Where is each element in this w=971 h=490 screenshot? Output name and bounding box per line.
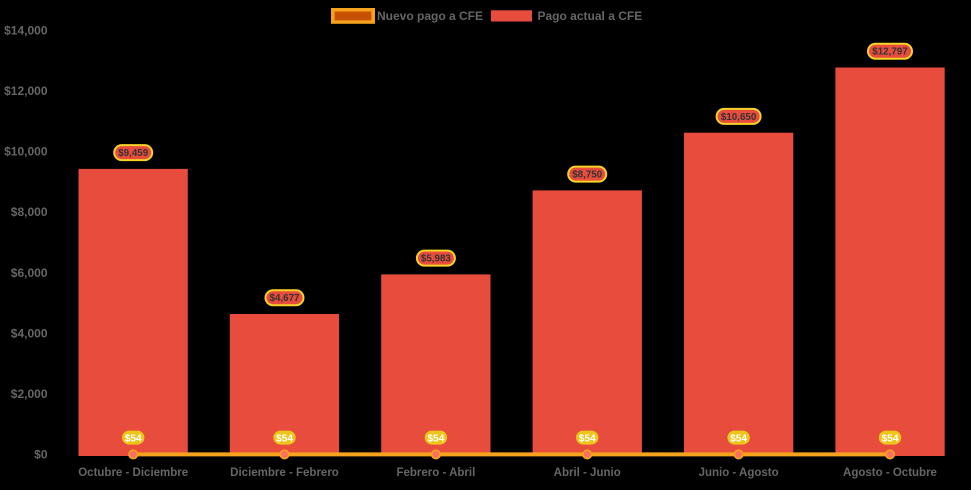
svg-text:$5,983: $5,983 xyxy=(421,254,452,265)
svg-text:$9,459: $9,459 xyxy=(118,148,149,159)
svg-text:$54: $54 xyxy=(125,433,142,444)
svg-text:$6,000: $6,000 xyxy=(11,266,48,280)
svg-text:Pago actual a CFE: Pago actual a CFE xyxy=(538,9,643,23)
svg-text:$10,000: $10,000 xyxy=(4,145,48,159)
svg-text:$4,000: $4,000 xyxy=(11,326,48,340)
svg-text:$54: $54 xyxy=(882,433,899,444)
svg-text:Octubre - Diciembre: Octubre - Diciembre xyxy=(78,467,188,479)
svg-text:$54: $54 xyxy=(579,433,596,444)
svg-text:$8,000: $8,000 xyxy=(11,205,48,219)
svg-text:$12,797: $12,797 xyxy=(872,47,908,58)
svg-text:$14,000: $14,000 xyxy=(4,23,48,37)
svg-text:$4,677: $4,677 xyxy=(270,293,301,304)
svg-text:Nuevo pago a CFE: Nuevo pago a CFE xyxy=(377,9,483,23)
svg-text:Abril - Junio: Abril - Junio xyxy=(554,467,621,479)
svg-text:Junio - Agosto: Junio - Agosto xyxy=(699,467,779,479)
svg-text:$12,000: $12,000 xyxy=(4,84,48,98)
svg-text:$0: $0 xyxy=(34,448,48,462)
svg-text:Diciembre - Febrero: Diciembre - Febrero xyxy=(230,467,339,479)
svg-text:$2,000: $2,000 xyxy=(11,387,48,401)
svg-text:$54: $54 xyxy=(276,433,293,444)
svg-text:$8,750: $8,750 xyxy=(572,170,603,181)
svg-text:$10,650: $10,650 xyxy=(721,112,757,123)
svg-text:Febrero - Abril: Febrero - Abril xyxy=(396,467,475,479)
svg-text:$54: $54 xyxy=(730,433,747,444)
svg-text:$54: $54 xyxy=(427,433,444,444)
svg-text:Agosto - Octubre: Agosto - Octubre xyxy=(843,467,937,479)
